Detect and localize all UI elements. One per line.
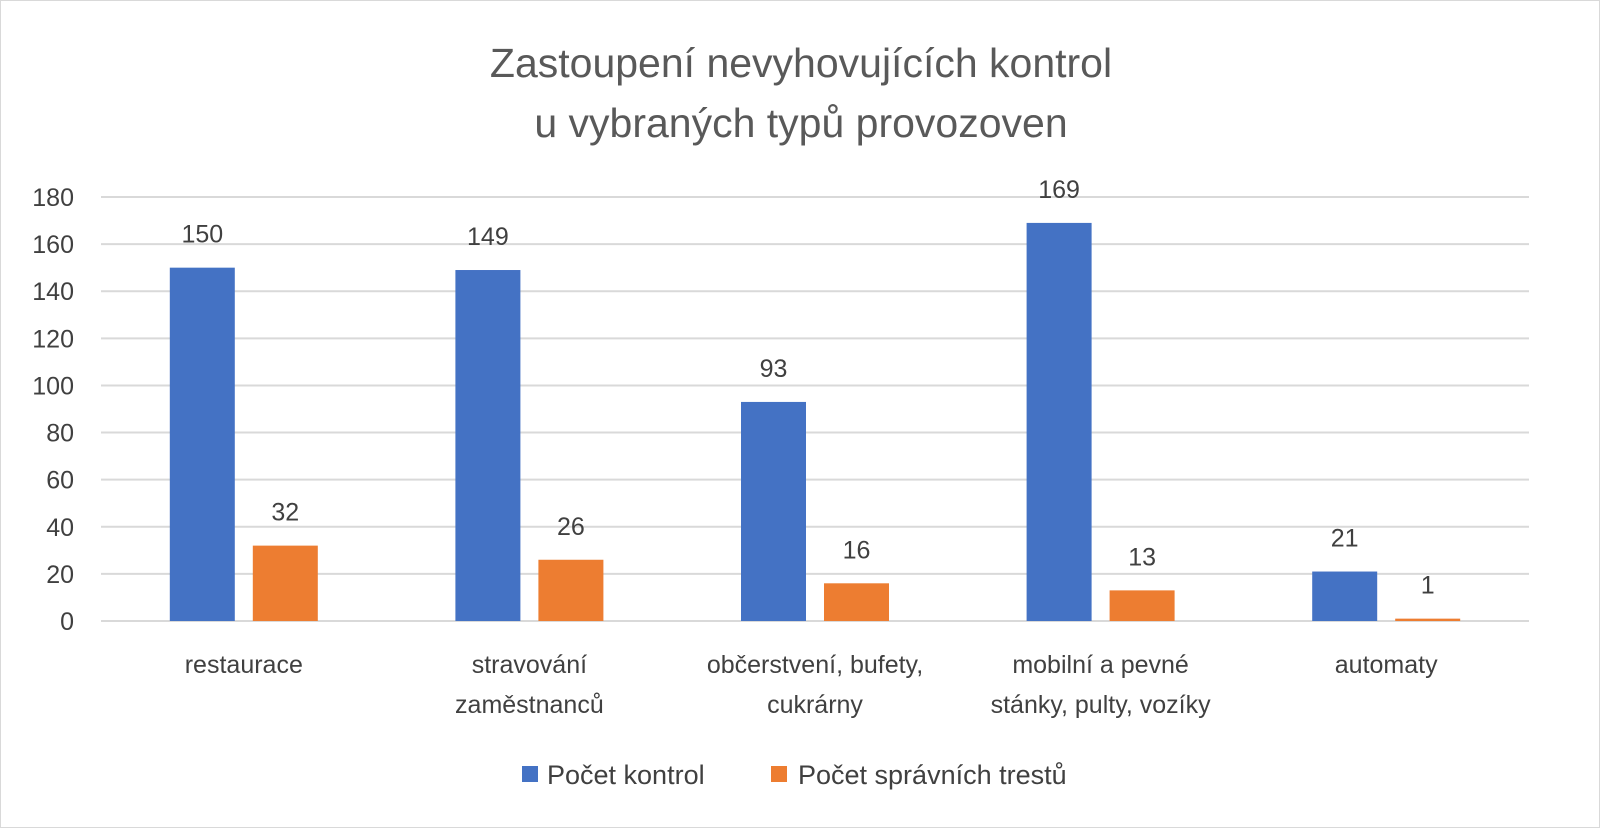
legend-swatch xyxy=(522,766,538,782)
bar-pocet-spravnich-trestu xyxy=(1395,618,1461,621)
category-label: cukrárny xyxy=(767,691,863,719)
bar-pocet-kontrol xyxy=(1026,222,1092,621)
y-axis-ticks: 0 20 40 60 80 100 120 140 160 180 xyxy=(32,184,74,636)
category-label: občerstvení, bufety, xyxy=(707,651,923,679)
data-label: 150 xyxy=(181,221,223,249)
y-tick-label: 120 xyxy=(32,325,74,353)
data-label: 149 xyxy=(467,223,509,251)
y-tick-label: 180 xyxy=(32,184,74,212)
y-tick-label: 80 xyxy=(46,420,74,448)
y-tick-label: 20 xyxy=(46,561,74,589)
data-label: 21 xyxy=(1331,525,1359,553)
category-label: stánky, pulty, vozíky xyxy=(991,691,1211,719)
category-label: restaurace xyxy=(185,651,303,679)
chart-title: Zastoupení nevyhovujících kontrol u vybra… xyxy=(490,40,1112,146)
legend-swatch xyxy=(771,766,787,782)
legend-label: Počet správních trestů xyxy=(798,760,1067,790)
y-tick-label: 140 xyxy=(32,278,74,306)
data-label: 169 xyxy=(1038,176,1080,204)
y-tick-label: 0 xyxy=(60,608,74,636)
chart-title-line: Zastoupení nevyhovujících kontrol xyxy=(490,40,1112,86)
bar-pocet-spravnich-trestu xyxy=(824,583,889,621)
category-label: mobilní a pevné xyxy=(1012,651,1189,679)
category-label: zaměstnanců xyxy=(455,691,604,719)
bar-pocet-kontrol xyxy=(1312,571,1378,621)
bar-pocet-spravnich-trestu xyxy=(252,545,318,621)
chart-title-line: u vybraných typů provozoven xyxy=(534,100,1067,146)
data-labels: 150 32 149 26 93 16 169 13 21 1 xyxy=(181,176,1434,600)
legend: Počet kontrol Počet správních trestů xyxy=(522,760,1067,790)
y-tick-label: 40 xyxy=(46,514,74,542)
y-tick-label: 160 xyxy=(32,231,74,259)
legend-label: Počet kontrol xyxy=(547,760,705,790)
y-tick-label: 60 xyxy=(46,467,74,495)
data-label: 32 xyxy=(271,499,299,527)
bar-pocet-spravnich-trestu xyxy=(1109,590,1175,621)
data-label: 1 xyxy=(1421,572,1435,600)
bar-pocet-kontrol xyxy=(741,401,806,621)
gridlines xyxy=(101,196,1529,622)
bar-pocet-kontrol xyxy=(455,270,521,621)
category-label: automaty xyxy=(1335,651,1438,679)
data-label: 16 xyxy=(843,536,871,564)
data-label: 26 xyxy=(557,513,585,541)
x-axis-categories: restaurace stravování zaměstnanců občerstve… xyxy=(185,651,1438,719)
data-label: 13 xyxy=(1128,543,1156,571)
data-label: 93 xyxy=(760,355,788,383)
bar-pocet-kontrol xyxy=(169,267,235,621)
y-tick-label: 100 xyxy=(32,372,74,400)
bar-pocet-spravnich-trestu xyxy=(538,559,604,621)
category-label: stravování xyxy=(472,651,587,679)
bars xyxy=(169,222,1461,621)
